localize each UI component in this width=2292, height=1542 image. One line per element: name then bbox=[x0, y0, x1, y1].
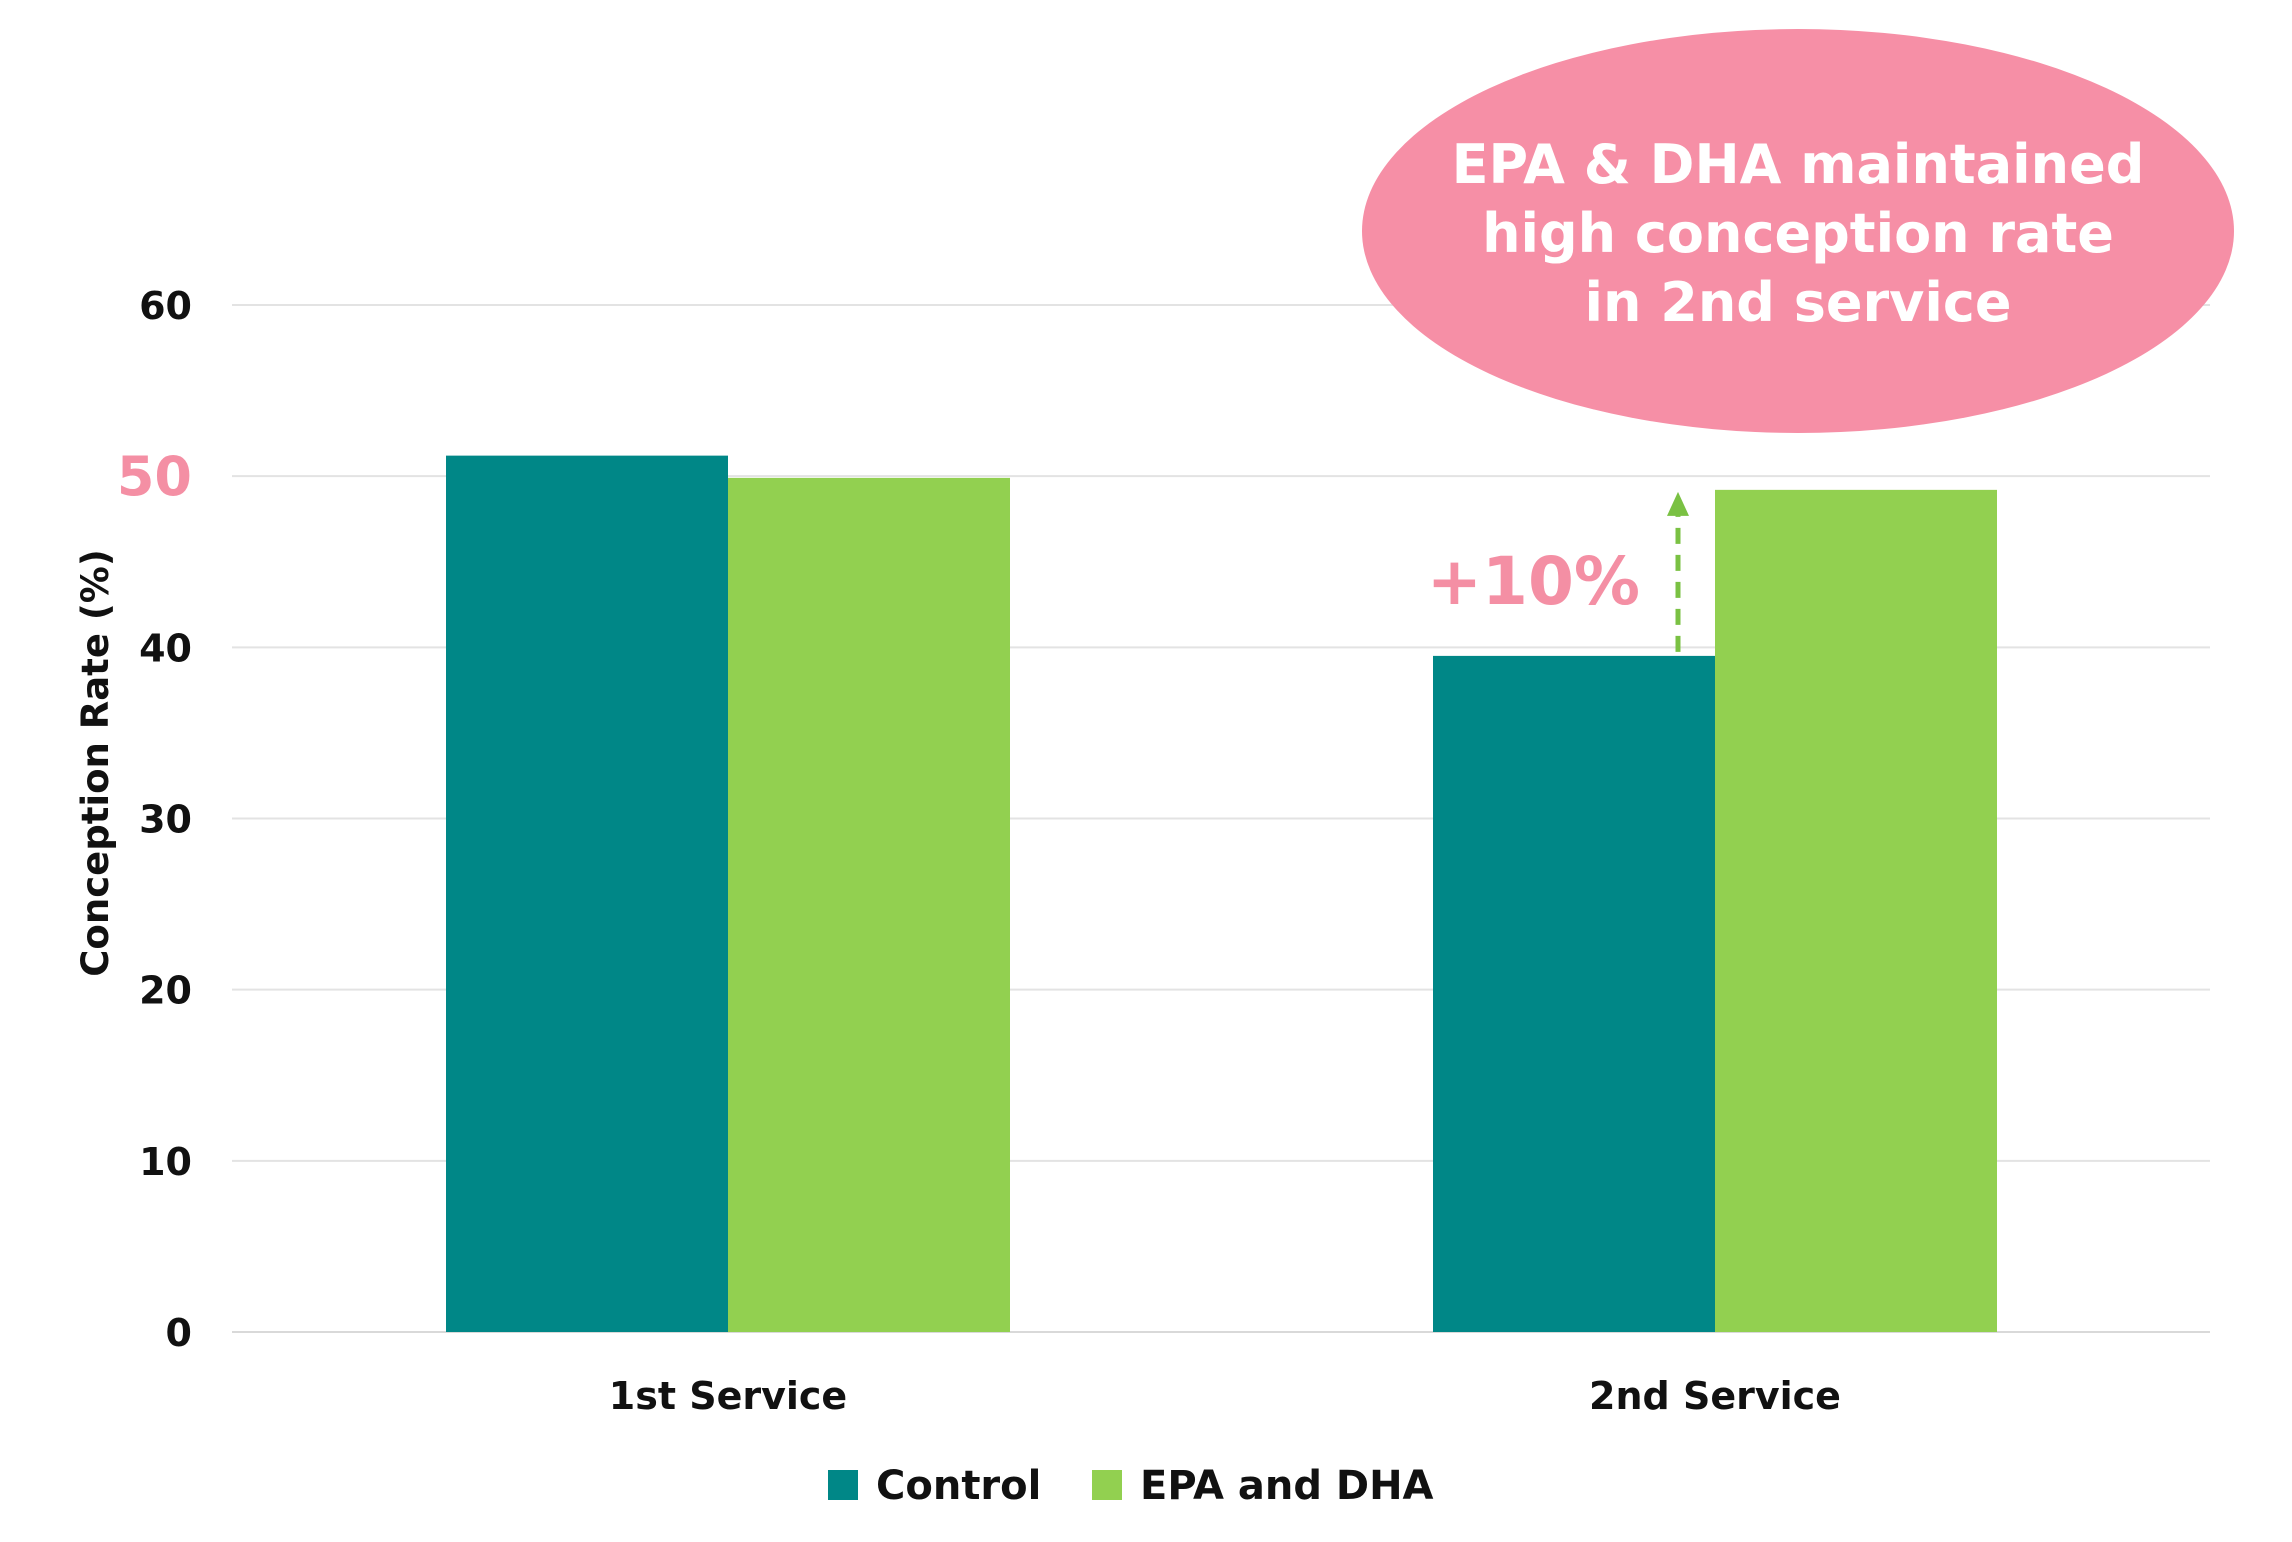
bar-control-1 bbox=[446, 455, 728, 1332]
y-tick-label-50: 50 bbox=[117, 445, 192, 508]
delta-annotation: +10% bbox=[1427, 491, 1689, 652]
legend-label-1: Control bbox=[876, 1463, 1041, 1509]
y-tick-label-40: 40 bbox=[139, 626, 192, 670]
legend-label-2: EPA and DHA bbox=[1140, 1463, 1434, 1509]
y-tick-label-0: 0 bbox=[166, 1311, 192, 1355]
callout-ellipse bbox=[1362, 29, 2234, 433]
callout-line-3: in 2nd service bbox=[1585, 271, 2012, 334]
x-tick-labels: 1st Service 2nd Service bbox=[609, 1374, 1841, 1418]
y-axis-title: Conception Rate (%) bbox=[74, 549, 117, 976]
bars bbox=[446, 455, 1997, 1333]
y-tick-label-10: 10 bbox=[139, 1140, 192, 1184]
legend-swatch-1 bbox=[828, 1470, 858, 1500]
delta-label: +10% bbox=[1427, 543, 1640, 620]
y-tick-label-30: 30 bbox=[139, 798, 192, 842]
y-tick-labels: 0 10 20 30 40 50 60 bbox=[117, 284, 192, 1355]
callout-line-1: EPA & DHA maintained bbox=[1452, 133, 2145, 196]
bar-epa-and-dha-1 bbox=[728, 477, 1010, 1333]
x-tick-label-2: 2nd Service bbox=[1589, 1374, 1841, 1418]
legend-swatch-2 bbox=[1092, 1470, 1122, 1500]
bar-control-2 bbox=[1433, 655, 1715, 1332]
x-tick-label-1: 1st Service bbox=[609, 1374, 847, 1418]
bar-epa-and-dha-2 bbox=[1715, 489, 1997, 1332]
callout-line-2: high conception rate bbox=[1482, 202, 2114, 265]
y-tick-label-60: 60 bbox=[139, 284, 192, 328]
y-tick-label-20: 20 bbox=[139, 969, 192, 1013]
legend: Control EPA and DHA bbox=[828, 1463, 1434, 1509]
delta-arrow-head bbox=[1667, 491, 1689, 516]
